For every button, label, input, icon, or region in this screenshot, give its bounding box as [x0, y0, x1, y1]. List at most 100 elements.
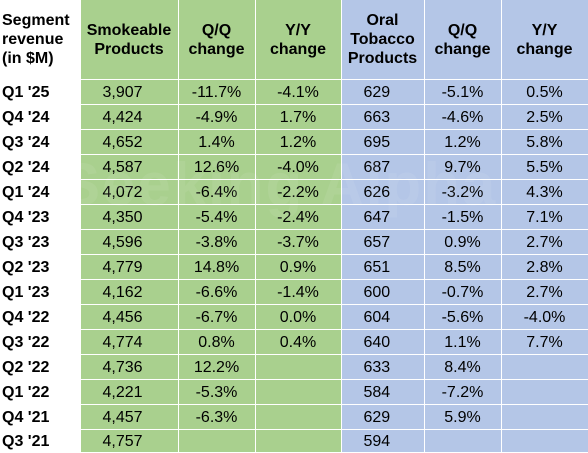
smokeable-qq-cell: -6.6%	[178, 279, 256, 305]
smokeable-revenue-cell: 4,652	[80, 129, 179, 155]
quarter-cell: Q3 '22	[0, 329, 81, 355]
smokeable-revenue-cell: 4,779	[80, 254, 179, 280]
smokeable-revenue-cell: 3,907	[80, 79, 179, 105]
smokeable-revenue-cell: 4,072	[80, 179, 179, 205]
smokeable-qq-cell: -5.3%	[178, 379, 256, 405]
oral-yy-cell: 2.7%	[501, 279, 588, 305]
table-row: Q3 '24 4,652 1.4% 1.2% 695 1.2% 5.8%	[0, 129, 588, 155]
table-row: Q4 '21 4,457 -6.3% 629 5.9%	[0, 404, 588, 430]
quarter-cell: Q2 '22	[0, 354, 81, 380]
quarter-cell: Q1 '25	[0, 79, 81, 105]
header-smokeable-qq-change: Q/Q change	[178, 0, 256, 80]
smokeable-revenue-cell: 4,162	[80, 279, 179, 305]
oral-revenue-cell: 633	[341, 354, 425, 380]
oral-yy-cell: 4.3%	[501, 179, 588, 205]
quarter-cell: Q4 '24	[0, 104, 81, 130]
smokeable-revenue-cell: 4,774	[80, 329, 179, 355]
oral-yy-cell: 2.8%	[501, 254, 588, 280]
oral-qq-cell	[424, 429, 502, 453]
smokeable-yy-cell: 0.4%	[255, 329, 342, 355]
smokeable-yy-cell	[255, 404, 342, 430]
table-row: Q4 '23 4,350 -5.4% -2.4% 647 -1.5% 7.1%	[0, 204, 588, 230]
table-row: Q4 '24 4,424 -4.9% 1.7% 663 -4.6% 2.5%	[0, 104, 588, 130]
smokeable-yy-cell	[255, 379, 342, 405]
oral-qq-cell: 5.9%	[424, 404, 502, 430]
smokeable-revenue-cell: 4,596	[80, 229, 179, 255]
oral-revenue-cell: 687	[341, 154, 425, 180]
oral-yy-cell: 2.5%	[501, 104, 588, 130]
smokeable-yy-cell: 0.0%	[255, 304, 342, 330]
smokeable-qq-cell: 14.8%	[178, 254, 256, 280]
smokeable-yy-cell	[255, 354, 342, 380]
quarter-cell: Q3 '24	[0, 129, 81, 155]
table-body: Q1 '25 3,907 -11.7% -4.1% 629 -5.1% 0.5% Q4 '24…	[0, 79, 588, 453]
oral-qq-cell: 9.7%	[424, 154, 502, 180]
quarter-cell: Q2 '23	[0, 254, 81, 280]
table-row: Q2 '24 4,587 12.6% -4.0% 687 9.7% 5.5%	[0, 154, 588, 180]
smokeable-revenue-cell: 4,457	[80, 404, 179, 430]
quarter-cell: Q1 '23	[0, 279, 81, 305]
oral-yy-cell: 2.7%	[501, 229, 588, 255]
smokeable-qq-cell: -11.7%	[178, 79, 256, 105]
quarter-cell: Q1 '24	[0, 179, 81, 205]
smokeable-revenue-cell: 4,350	[80, 204, 179, 230]
oral-revenue-cell: 695	[341, 129, 425, 155]
table-row: Q3 '23 4,596 -3.8% -3.7% 657 0.9% 2.7%	[0, 229, 588, 255]
smokeable-qq-cell: 1.4%	[178, 129, 256, 155]
smokeable-qq-cell	[178, 429, 256, 453]
smokeable-yy-cell: -4.1%	[255, 79, 342, 105]
table-row: Q1 '22 4,221 -5.3% 584 -7.2%	[0, 379, 588, 405]
oral-qq-cell: -4.6%	[424, 104, 502, 130]
smokeable-qq-cell: 12.6%	[178, 154, 256, 180]
quarter-cell: Q4 '22	[0, 304, 81, 330]
header-segment-revenue: Segment revenue (in $M)	[0, 0, 81, 80]
oral-yy-cell: 0.5%	[501, 79, 588, 105]
oral-revenue-cell: 594	[341, 429, 425, 453]
oral-yy-cell: 7.1%	[501, 204, 588, 230]
oral-revenue-cell: 584	[341, 379, 425, 405]
smokeable-qq-cell: 0.8%	[178, 329, 256, 355]
oral-qq-cell: 8.4%	[424, 354, 502, 380]
smokeable-yy-cell: 1.2%	[255, 129, 342, 155]
header-row: Segment revenue (in $M) Smokeable Produc…	[0, 0, 588, 80]
smokeable-yy-cell: -2.2%	[255, 179, 342, 205]
oral-qq-cell: 1.2%	[424, 129, 502, 155]
table-row: Q1 '24 4,072 -6.4% -2.2% 626 -3.2% 4.3%	[0, 179, 588, 205]
oral-yy-cell: 5.8%	[501, 129, 588, 155]
oral-qq-cell: 8.5%	[424, 254, 502, 280]
table-row: Q3 '21 4,757 594	[0, 429, 588, 453]
oral-yy-cell	[501, 404, 588, 430]
header-oral-tobacco-products: Oral Tobacco Products	[341, 0, 425, 80]
oral-yy-cell: 7.7%	[501, 329, 588, 355]
quarter-cell: Q1 '22	[0, 379, 81, 405]
smokeable-revenue-cell: 4,221	[80, 379, 179, 405]
quarter-cell: Q4 '23	[0, 204, 81, 230]
smokeable-revenue-cell: 4,587	[80, 154, 179, 180]
oral-revenue-cell: 663	[341, 104, 425, 130]
oral-yy-cell	[501, 354, 588, 380]
oral-revenue-cell: 629	[341, 79, 425, 105]
smokeable-qq-cell: -4.9%	[178, 104, 256, 130]
smokeable-yy-cell: -3.7%	[255, 229, 342, 255]
smokeable-revenue-cell: 4,736	[80, 354, 179, 380]
quarter-cell: Q3 '21	[0, 429, 81, 453]
table-row: Q2 '22 4,736 12.2% 633 8.4%	[0, 354, 588, 380]
oral-yy-cell	[501, 429, 588, 453]
oral-qq-cell: -5.1%	[424, 79, 502, 105]
table-row: Q3 '22 4,774 0.8% 0.4% 640 1.1% 7.7%	[0, 329, 588, 355]
smokeable-qq-cell: -6.3%	[178, 404, 256, 430]
oral-qq-cell: -7.2%	[424, 379, 502, 405]
oral-revenue-cell: 647	[341, 204, 425, 230]
oral-yy-cell: -4.0%	[501, 304, 588, 330]
table-row: Q2 '23 4,779 14.8% 0.9% 651 8.5% 2.8%	[0, 254, 588, 280]
smokeable-qq-cell: -6.7%	[178, 304, 256, 330]
table-row: Q1 '23 4,162 -6.6% -1.4% 600 -0.7% 2.7%	[0, 279, 588, 305]
smokeable-yy-cell: -4.0%	[255, 154, 342, 180]
oral-qq-cell: -3.2%	[424, 179, 502, 205]
smokeable-yy-cell: -2.4%	[255, 204, 342, 230]
header-oral-qq-change: Q/Q change	[424, 0, 502, 80]
header-oral-yy-change: Y/Y change	[501, 0, 588, 80]
oral-revenue-cell: 657	[341, 229, 425, 255]
oral-revenue-cell: 651	[341, 254, 425, 280]
